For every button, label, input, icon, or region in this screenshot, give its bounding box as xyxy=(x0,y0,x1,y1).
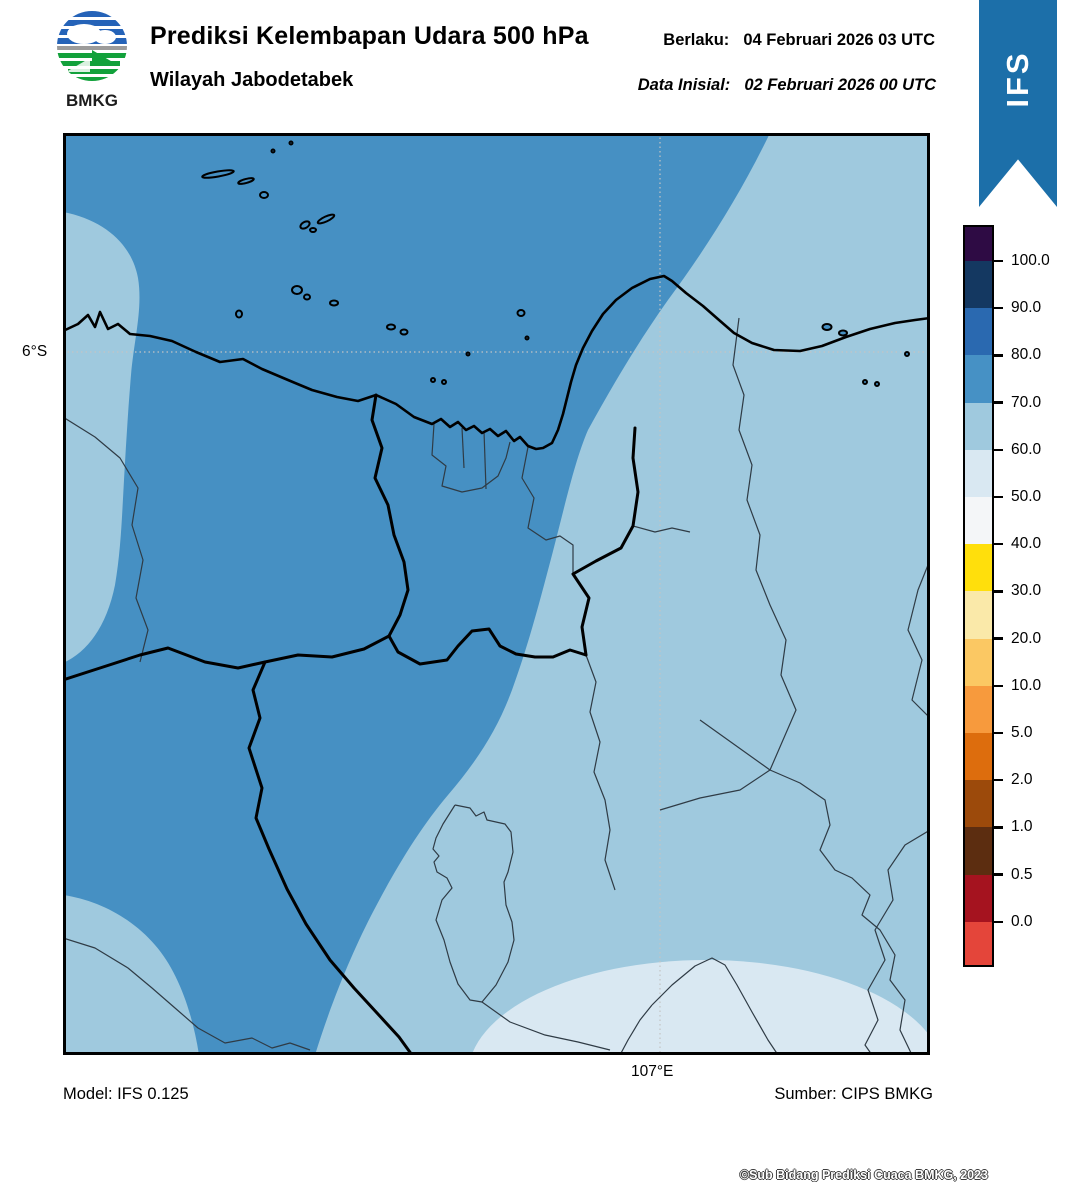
fill-rh-60-70-east xyxy=(315,133,930,1055)
model-label: Model: IFS 0.125 xyxy=(63,1085,189,1103)
colorbar-tick-label: 90.0 xyxy=(1011,299,1042,317)
colorbar-tick xyxy=(992,590,1003,593)
forecast-map: ©Sub Bidang Prediksi Cuaca BMKG, 2023 xyxy=(63,133,988,1182)
init-time-value: 02 Februari 2026 00 UTC xyxy=(744,76,936,94)
colorbar-tick xyxy=(992,306,1003,310)
colorbar-tick xyxy=(992,448,1003,452)
map-canvas xyxy=(63,133,930,1055)
colorbar-tick-label: 70.0 xyxy=(1011,393,1042,411)
bmkg-logo-text: BMKG xyxy=(66,91,118,110)
valid-time-value: 04 Februari 2026 03 UTC xyxy=(743,31,935,49)
admin-boundaries-thin xyxy=(63,317,930,1055)
page-title: Prediksi Kelembapan Udara 500 hPa xyxy=(150,22,589,50)
colorbar-segment xyxy=(965,591,992,639)
source-label: Sumber: CIPS BMKG xyxy=(774,1085,933,1103)
colorbar-tick xyxy=(992,542,1003,546)
colorbar-tick xyxy=(992,495,1003,499)
colorbar-tick xyxy=(992,920,1003,924)
colorbar-segment xyxy=(965,497,992,545)
colorbar-tick-label: 1.0 xyxy=(1011,818,1033,836)
colorbar-segment xyxy=(965,544,992,592)
graticule xyxy=(63,133,930,1055)
colorbar-tick-label: 30.0 xyxy=(1011,582,1042,600)
colorbar-tick xyxy=(992,684,1003,688)
colorbar-tick xyxy=(992,873,1003,876)
colorbar-tick-label: 60.0 xyxy=(1011,440,1042,458)
colorbar-segment xyxy=(965,685,992,733)
colorbar-tick-label: 40.0 xyxy=(1011,535,1042,553)
colorbar-segment xyxy=(965,449,992,497)
colorbar-tick xyxy=(992,778,1003,782)
colorbar-tick-label: 0.0 xyxy=(1011,912,1033,930)
colorbar-tick xyxy=(992,637,1003,640)
colorbar-tick xyxy=(992,259,1003,263)
lat-tick-label: 6°S xyxy=(22,343,48,360)
colorbar-tick-label: 0.5 xyxy=(1011,865,1033,883)
bmkg-logo: BMKG xyxy=(57,11,127,110)
fill-rh-50-60-south xyxy=(471,960,930,1055)
colorbar-segment xyxy=(965,355,992,403)
colorbar-tick-label: 50.0 xyxy=(1011,488,1042,505)
colorbar-segment xyxy=(965,827,992,875)
colorbar-segment xyxy=(965,402,992,450)
colorbar-tick-label: 2.0 xyxy=(1011,771,1033,789)
colorbar-tick xyxy=(992,401,1003,404)
bmkg-logo-globe xyxy=(57,11,127,81)
colorbar-tick-label: 100.0 xyxy=(1011,252,1050,269)
model-ribbon: IFS xyxy=(979,0,1057,207)
colorbar-segment xyxy=(965,308,992,356)
jabodetabek-boundary xyxy=(63,393,640,1055)
colorbar-segment xyxy=(965,874,992,922)
map-frame xyxy=(63,133,930,1055)
colorbar-tick xyxy=(992,354,1003,357)
fill-rh-60-70-southwest-patch xyxy=(63,895,199,1055)
colorbar-tick xyxy=(992,731,1003,735)
colorbar-segment xyxy=(965,227,992,261)
colorbar-segment xyxy=(965,733,992,781)
init-time-line: Data Inisial: 02 Februari 2026 00 UTC xyxy=(638,76,936,95)
colorbar: 100.0 90.0 80.0 70.0 60.0 50.0 40.0 30.0 20.0 10.… xyxy=(963,225,1050,967)
colorbar-tick-label: 80.0 xyxy=(1011,346,1042,364)
init-time-label: Data Inisial: xyxy=(637,76,731,94)
colorbar-tick-label: 20.0 xyxy=(1011,629,1042,647)
model-ribbon-text: IFS xyxy=(1000,50,1035,108)
colorbar-tick xyxy=(992,826,1003,829)
colorbar-segment xyxy=(965,261,992,309)
colorbar-tick-label: 5.0 xyxy=(1011,724,1033,741)
colorbar-segment xyxy=(965,638,992,686)
lon-tick-label: 107°E xyxy=(631,1063,674,1080)
coastline xyxy=(63,274,930,451)
islands xyxy=(201,140,910,387)
colorbar-tick-label: 10.0 xyxy=(1011,676,1042,694)
valid-time-label: Berlaku: xyxy=(663,31,730,49)
colorbar-segment xyxy=(965,921,992,965)
colorbar-segment xyxy=(965,780,992,828)
page-subtitle: Wilayah Jabodetabek xyxy=(150,69,354,91)
valid-time-line: Berlaku: 04 Februari 2026 03 UTC xyxy=(663,31,935,50)
map-copyright: ©Sub Bidang Prediksi Cuaca BMKG, 2023 xyxy=(739,1168,988,1182)
